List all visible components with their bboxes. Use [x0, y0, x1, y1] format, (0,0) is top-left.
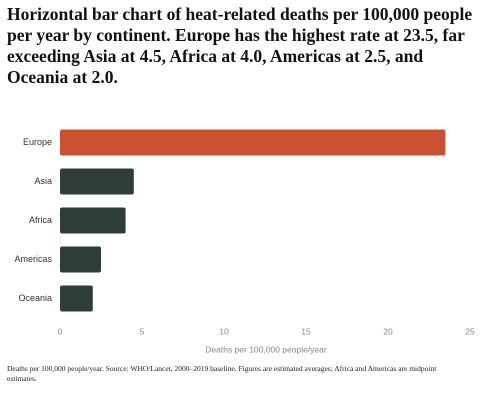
x-tick-label: 0	[58, 326, 63, 336]
bar	[60, 168, 134, 195]
y-tick-label: Americas	[14, 254, 52, 264]
y-tick-label: Europe	[23, 137, 52, 147]
x-tick-label: 20	[383, 326, 393, 336]
bar	[60, 129, 446, 156]
chart-title: Horizontal bar chart of heat-related dea…	[7, 4, 473, 87]
bar	[60, 285, 93, 312]
y-tick-label: Oceania	[18, 293, 52, 303]
y-tick-label: Africa	[29, 215, 52, 225]
bar	[60, 207, 126, 234]
x-tick-label: 15	[301, 326, 311, 336]
bar	[60, 246, 101, 273]
x-tick-label: 25	[465, 326, 475, 336]
footnote: Deaths per 100,000 people/year. Source: …	[7, 364, 437, 383]
x-tick-label: 5	[140, 326, 145, 336]
x-tick-label: 10	[219, 326, 229, 336]
y-tick-label: Asia	[34, 176, 52, 186]
x-axis-label: Deaths per 100,000 people/year	[205, 344, 327, 354]
